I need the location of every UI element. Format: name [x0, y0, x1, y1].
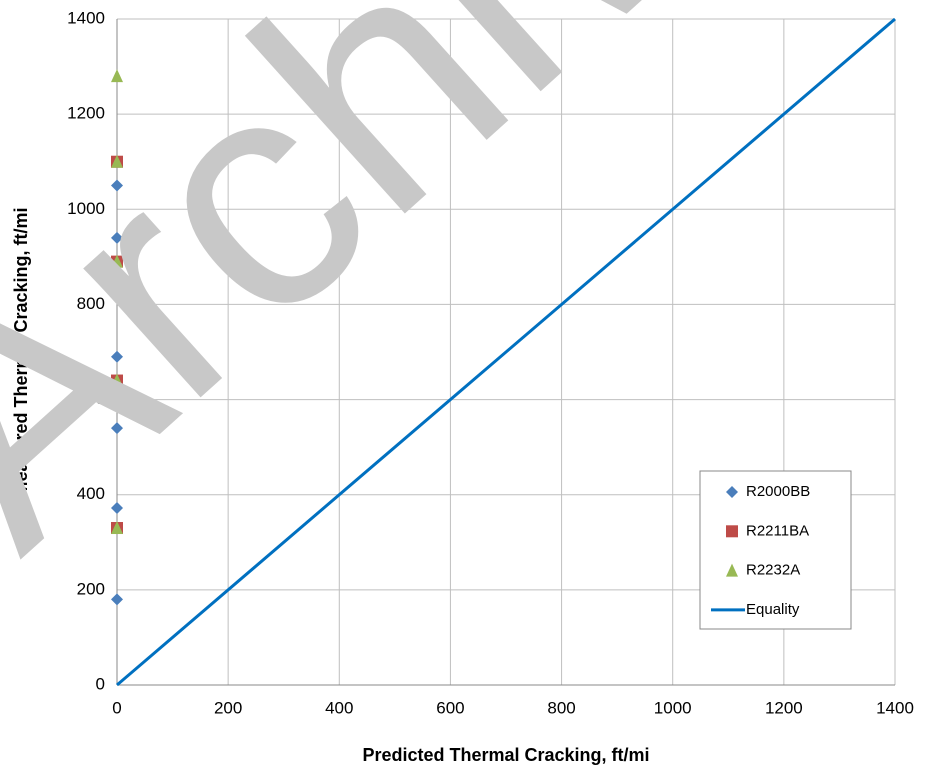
marker	[111, 231, 123, 244]
legend-box	[699, 470, 852, 630]
legend-marker	[726, 525, 738, 538]
x-tick-label: 400	[325, 698, 353, 717]
marker	[111, 350, 123, 363]
y-tick-label: 200	[77, 579, 105, 598]
x-tick-label: 0	[112, 698, 121, 717]
marker	[111, 69, 123, 83]
y-tick-label: 0	[96, 674, 105, 693]
marker	[111, 254, 123, 268]
x-tick-label: 1000	[654, 698, 692, 717]
marker	[111, 422, 123, 435]
legend-label: R2232A	[746, 562, 800, 579]
equality-line	[116, 17, 896, 687]
marker	[111, 593, 123, 606]
marker	[111, 288, 123, 301]
y-tick-label: 1000	[67, 199, 105, 218]
x-tick-label: 600	[436, 698, 464, 717]
x-tick-label: 800	[547, 698, 575, 717]
legend-label: R2000BB	[746, 483, 810, 500]
x-tick-label: 1400	[876, 698, 914, 717]
marker	[111, 521, 123, 535]
y-tick-label: 1200	[67, 104, 105, 123]
y-tick-label: 1400	[67, 8, 105, 27]
legend-marker	[726, 486, 738, 498]
y-tick-label: 800	[77, 294, 105, 313]
legend-label: R2211BA	[746, 522, 809, 539]
legend-marker	[726, 563, 738, 577]
marker	[111, 502, 123, 515]
marker	[111, 179, 123, 192]
y-tick-label: 600	[77, 389, 105, 408]
y-axis-title: Measured Thermal Cracking, ft/mi	[11, 207, 31, 496]
x-tick-label: 1200	[765, 698, 803, 717]
legend-label: Equality	[746, 601, 800, 618]
marker	[111, 373, 123, 387]
y-tick-label: 400	[77, 484, 105, 503]
x-axis-title: Predicted Thermal Cracking, ft/mi	[362, 745, 649, 765]
marker	[111, 154, 123, 168]
x-tick-label: 200	[214, 698, 242, 717]
